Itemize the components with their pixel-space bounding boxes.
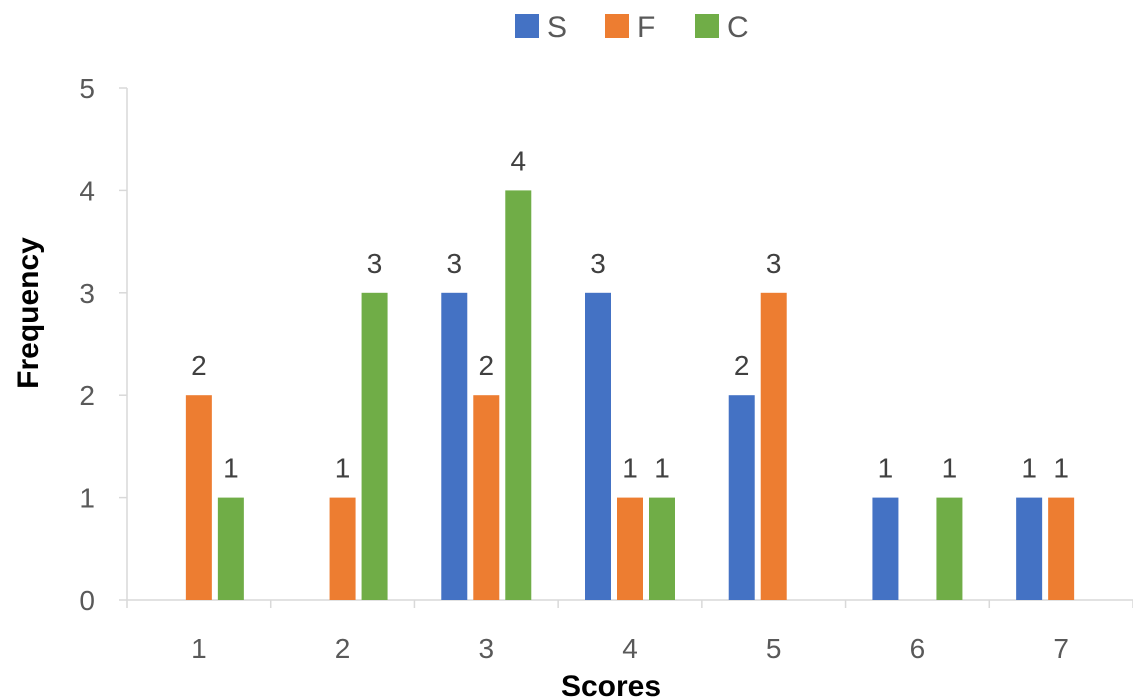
data-label-c-3: 4 xyxy=(510,145,526,176)
y-axis-title: Frequency xyxy=(12,237,45,389)
y-tick-label: 0 xyxy=(79,585,95,616)
y-tick-label: 3 xyxy=(79,278,95,309)
x-tick-label: 6 xyxy=(910,633,926,664)
x-axis-title: Scores xyxy=(561,670,661,700)
data-label-s-3: 3 xyxy=(446,248,462,279)
x-tick-label: 7 xyxy=(1053,633,1069,664)
bar-f-2 xyxy=(329,497,356,600)
data-label-f-5: 3 xyxy=(766,248,782,279)
bar-c-3 xyxy=(505,190,532,600)
y-tick-label: 5 xyxy=(79,73,95,104)
bar-s-4 xyxy=(585,292,611,600)
x-tick-label: 4 xyxy=(622,633,638,664)
data-label-s-7: 1 xyxy=(1021,453,1037,484)
bar-f-5 xyxy=(760,292,787,600)
data-label-c-4: 1 xyxy=(654,453,670,484)
legend-label-f: F xyxy=(637,11,655,44)
axes xyxy=(119,87,1133,608)
bar-s-7 xyxy=(1016,497,1043,600)
legend-swatch-s xyxy=(515,14,539,38)
bars xyxy=(185,190,1075,600)
data-label-f-4: 1 xyxy=(622,453,638,484)
bar-c-4 xyxy=(649,497,675,600)
bar-s-3 xyxy=(441,292,468,600)
bar-c-1 xyxy=(217,497,244,600)
legend-swatch-f xyxy=(605,14,629,38)
tick-labels: 0 1 2 3 4 5 1 2 3 4 5 6 7 xyxy=(79,73,1069,664)
bar-s-6 xyxy=(872,497,899,600)
bar-s-5 xyxy=(728,395,755,600)
bar-f-7 xyxy=(1048,497,1075,600)
bar-f-1 xyxy=(185,395,212,600)
y-tick-label: 4 xyxy=(79,175,95,206)
data-label-f-3: 2 xyxy=(478,350,494,381)
legend-label-c: C xyxy=(727,11,749,44)
data-label-s-6: 1 xyxy=(878,453,894,484)
x-tick-label: 1 xyxy=(191,633,207,664)
data-label-c-6: 1 xyxy=(942,453,958,484)
bar-c-2 xyxy=(361,292,388,600)
data-label-f-2: 1 xyxy=(335,453,351,484)
x-tick-label: 3 xyxy=(478,633,494,664)
x-tick-label: 5 xyxy=(766,633,782,664)
data-label-s-4: 3 xyxy=(590,248,606,279)
data-label-s-5: 2 xyxy=(734,350,750,381)
legend-label-s: S xyxy=(547,11,567,44)
bar-c-6 xyxy=(936,497,963,600)
y-tick-label: 2 xyxy=(79,380,95,411)
bar-f-3 xyxy=(473,395,500,600)
data-label-f-7: 1 xyxy=(1053,453,1069,484)
data-label-c-2: 3 xyxy=(367,248,383,279)
legend-swatch-c xyxy=(695,14,719,38)
x-tick-label: 2 xyxy=(335,633,351,664)
bar-f-4 xyxy=(617,497,643,600)
data-label-c-1: 1 xyxy=(223,453,239,484)
data-label-f-1: 2 xyxy=(191,350,207,381)
y-tick-label: 1 xyxy=(79,483,95,514)
